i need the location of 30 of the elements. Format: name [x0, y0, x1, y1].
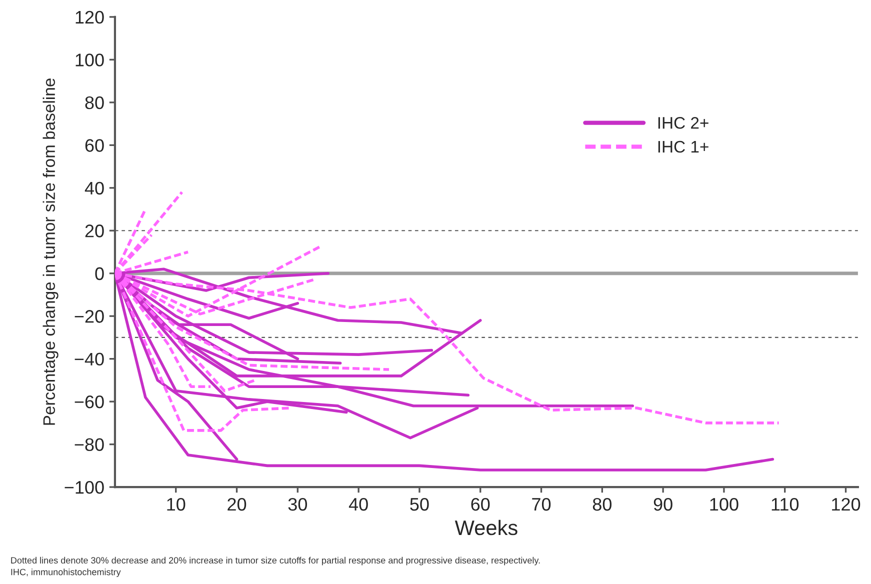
y-tick-label: 40 — [84, 182, 104, 195]
y-tick-label: −80 — [74, 438, 104, 452]
y-tick-label: 20 — [85, 224, 104, 238]
y-tick-label: 100 — [76, 54, 104, 66]
y-tick-label: 0 — [95, 267, 104, 280]
y-tick-label: 120 — [76, 10, 104, 24]
y-tick-label: −40 — [74, 352, 104, 366]
x-tick-label: 10 — [167, 498, 186, 511]
text: IHC, immunohistochemistry — [11, 568, 121, 577]
text: Dotted lines denote 30% decrease and 20% increase in tumor size cutoffs for partial response and progressive disease, respectively. — [11, 556, 540, 566]
y-tick-label: −20 — [74, 310, 104, 323]
x-tick-label: 110 — [772, 498, 799, 511]
x-axis-title: Weeks — [454, 520, 518, 536]
y-tick-label: −60 — [74, 396, 104, 408]
y-tick-label: 60 — [85, 139, 104, 152]
legend-label: IHC 2+ — [658, 117, 708, 129]
x-tick-label: 60 — [471, 498, 490, 511]
x-tick-label: 100 — [710, 498, 738, 511]
x-tick-label: 50 — [410, 498, 429, 511]
x-tick-label: 120 — [832, 498, 860, 511]
x-tick-label: 70 — [532, 498, 551, 511]
x-tick-label: 30 — [288, 498, 308, 511]
y-tick-label: 80 — [85, 96, 104, 110]
x-tick-label: 80 — [592, 498, 612, 511]
y-tick-label: −100 — [64, 480, 104, 494]
y-axis-title: Percentage change in tumor size from baseline — [42, 78, 58, 425]
x-tick-label: 90 — [654, 498, 672, 511]
x-tick-label: 40 — [348, 498, 368, 511]
x-tick-label: 20 — [228, 498, 246, 511]
legend-label: IHC 1+ — [658, 140, 708, 153]
